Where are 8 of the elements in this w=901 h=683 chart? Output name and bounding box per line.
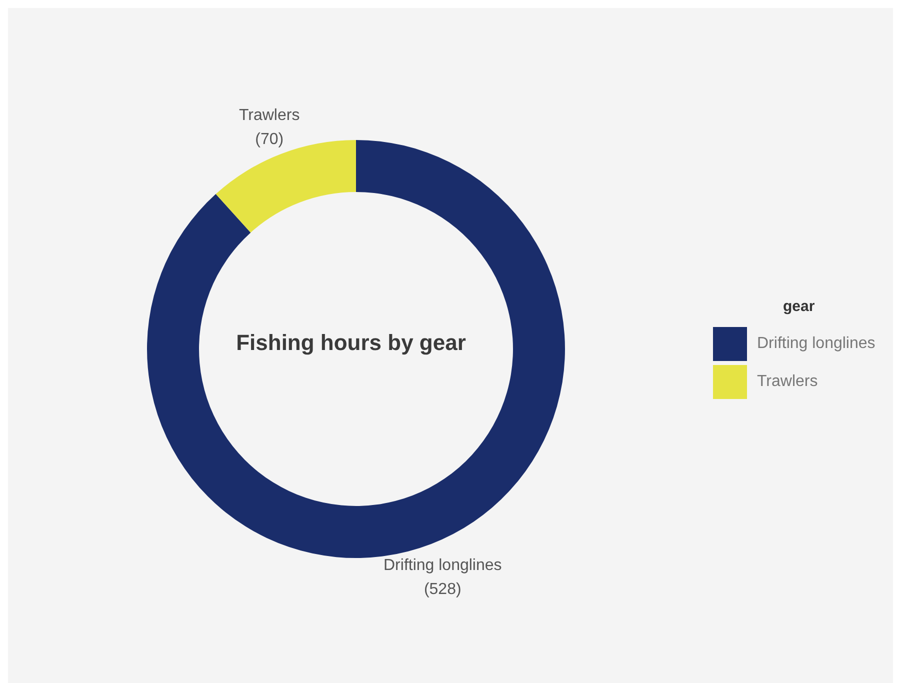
legend-label: Drifting longlines xyxy=(757,335,876,353)
data-label: (528) xyxy=(424,580,462,598)
text: Fishing hours by gear xyxy=(236,330,466,355)
slice-label: Trawlers xyxy=(238,107,300,124)
legend-label: Trawlers xyxy=(757,373,818,391)
legend-title: gear xyxy=(783,298,816,315)
slice-label: Drifting longlines xyxy=(384,556,502,574)
data-label: (70) xyxy=(255,131,284,148)
